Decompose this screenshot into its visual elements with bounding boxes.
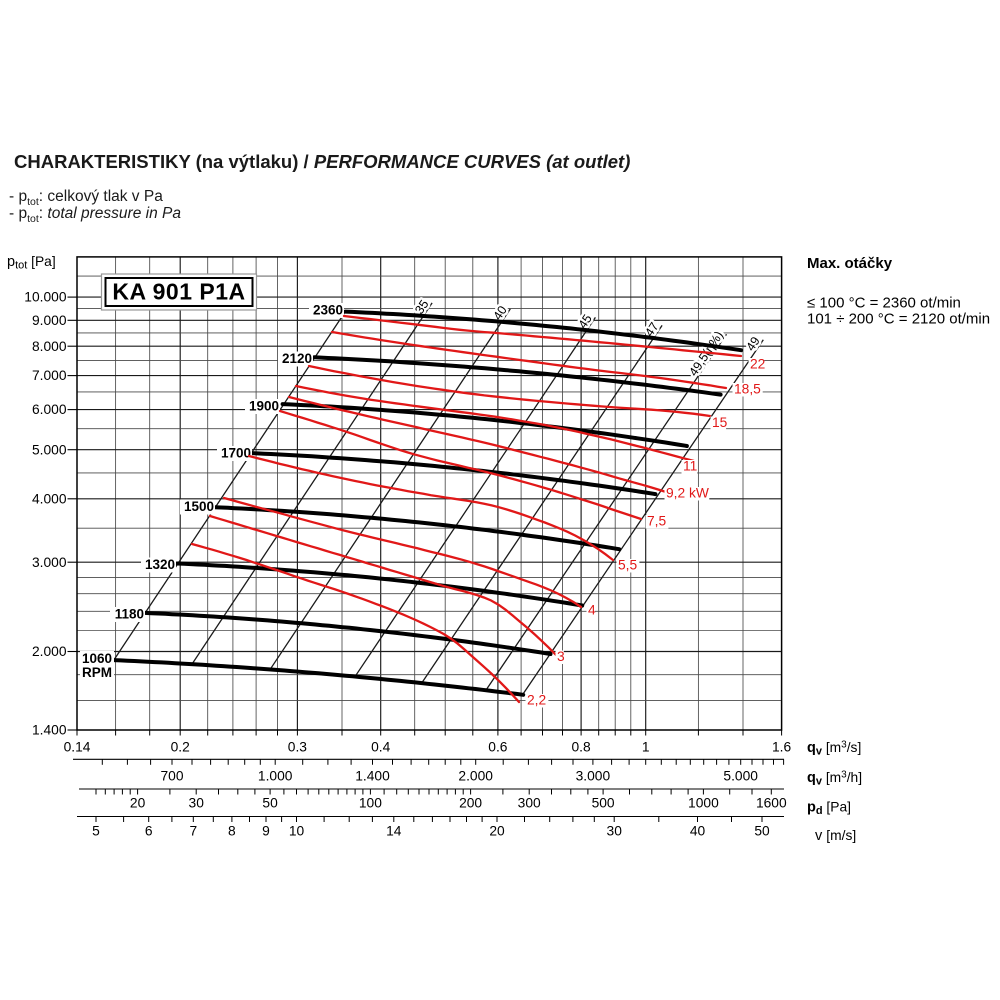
svg-text:5: 5 <box>92 824 100 839</box>
svg-text:9: 9 <box>262 824 270 839</box>
svg-text:5,5: 5,5 <box>618 558 638 573</box>
svg-text:9,2 kW: 9,2 kW <box>666 486 709 501</box>
svg-text:pd [Pa]: pd [Pa] <box>807 800 851 818</box>
svg-text:22: 22 <box>750 357 765 372</box>
svg-text:8.000: 8.000 <box>32 339 67 354</box>
svg-text:2360: 2360 <box>313 303 343 318</box>
svg-text:qv [m3/h]: qv [m3/h] <box>807 770 862 788</box>
svg-text:1.400: 1.400 <box>355 769 390 784</box>
svg-text:≤ 100 °C = 2360 ot/min: ≤ 100 °C = 2360 ot/min <box>807 295 961 312</box>
svg-text:ptot [Pa]: ptot [Pa] <box>7 254 56 272</box>
svg-text:1500: 1500 <box>184 499 214 514</box>
svg-text:2120: 2120 <box>282 351 312 366</box>
svg-text:1060: 1060 <box>82 651 112 666</box>
svg-text:40: 40 <box>690 824 706 839</box>
svg-text:qv [m3/s]: qv [m3/s] <box>807 740 861 758</box>
svg-text:1600: 1600 <box>756 796 787 811</box>
svg-text:1.000: 1.000 <box>258 769 293 784</box>
svg-text:45: 45 <box>576 312 595 331</box>
svg-text:1900: 1900 <box>249 399 279 414</box>
svg-text:3.000: 3.000 <box>576 769 611 784</box>
svg-text:101 ÷ 200 °C = 2120 ot/min: 101 ÷ 200 °C = 2120 ot/min <box>807 311 990 328</box>
svg-text:0.6: 0.6 <box>488 740 508 755</box>
svg-text:2,2: 2,2 <box>527 693 546 708</box>
svg-text:1320: 1320 <box>145 557 175 572</box>
svg-text:11: 11 <box>683 459 697 474</box>
svg-text:49: 49 <box>743 334 762 353</box>
svg-text:2.000: 2.000 <box>458 769 493 784</box>
svg-text:7.000: 7.000 <box>32 368 67 383</box>
svg-text:1.400: 1.400 <box>32 723 67 738</box>
svg-text:200: 200 <box>459 796 482 811</box>
svg-text:300: 300 <box>518 796 541 811</box>
svg-text:7,5: 7,5 <box>647 514 667 529</box>
svg-text:10.000: 10.000 <box>24 290 67 305</box>
svg-text:47: 47 <box>642 320 661 339</box>
svg-text:5.000: 5.000 <box>723 769 758 784</box>
svg-text:0.3: 0.3 <box>288 740 308 755</box>
svg-text:100: 100 <box>359 796 382 811</box>
svg-text:4: 4 <box>588 603 596 618</box>
svg-text:1000: 1000 <box>688 796 719 811</box>
svg-text:35: 35 <box>412 297 431 316</box>
svg-text:20: 20 <box>130 796 146 811</box>
svg-text:3.000: 3.000 <box>32 555 67 570</box>
svg-text:1: 1 <box>642 740 650 755</box>
svg-text:10: 10 <box>289 824 305 839</box>
svg-text:2.000: 2.000 <box>32 644 67 659</box>
svg-text:50: 50 <box>754 824 770 839</box>
svg-text:500: 500 <box>592 796 615 811</box>
svg-text:RPM: RPM <box>82 665 112 680</box>
svg-text:6: 6 <box>145 824 153 839</box>
svg-text:4.000: 4.000 <box>32 491 67 506</box>
svg-text:50: 50 <box>262 796 278 811</box>
svg-text:15: 15 <box>712 415 728 430</box>
svg-text:0.4: 0.4 <box>371 740 391 755</box>
svg-text:1180: 1180 <box>115 607 144 622</box>
svg-text:30: 30 <box>607 824 623 839</box>
svg-text:40: 40 <box>490 303 509 322</box>
svg-text:14: 14 <box>386 824 402 839</box>
svg-text:7: 7 <box>189 824 197 839</box>
svg-text:20: 20 <box>489 824 505 839</box>
svg-text:18,5: 18,5 <box>734 382 761 397</box>
svg-text:Max. otáčky: Max. otáčky <box>807 255 893 272</box>
svg-text:0.8: 0.8 <box>572 740 592 755</box>
svg-text:8: 8 <box>228 824 236 839</box>
svg-text:v [m/s]: v [m/s] <box>815 828 856 844</box>
svg-text:9.000: 9.000 <box>32 313 67 328</box>
svg-text:0.2: 0.2 <box>171 740 190 755</box>
svg-text:700: 700 <box>160 769 183 784</box>
svg-text:30: 30 <box>189 796 205 811</box>
svg-text:1700: 1700 <box>221 446 251 461</box>
svg-text:5.000: 5.000 <box>32 442 67 457</box>
svg-text:0.14: 0.14 <box>64 740 91 755</box>
svg-text:6.000: 6.000 <box>32 402 67 417</box>
svg-text:3: 3 <box>557 649 565 664</box>
svg-text:1.6: 1.6 <box>772 740 792 755</box>
svg-text:KA 901 P1A: KA 901 P1A <box>112 279 245 305</box>
